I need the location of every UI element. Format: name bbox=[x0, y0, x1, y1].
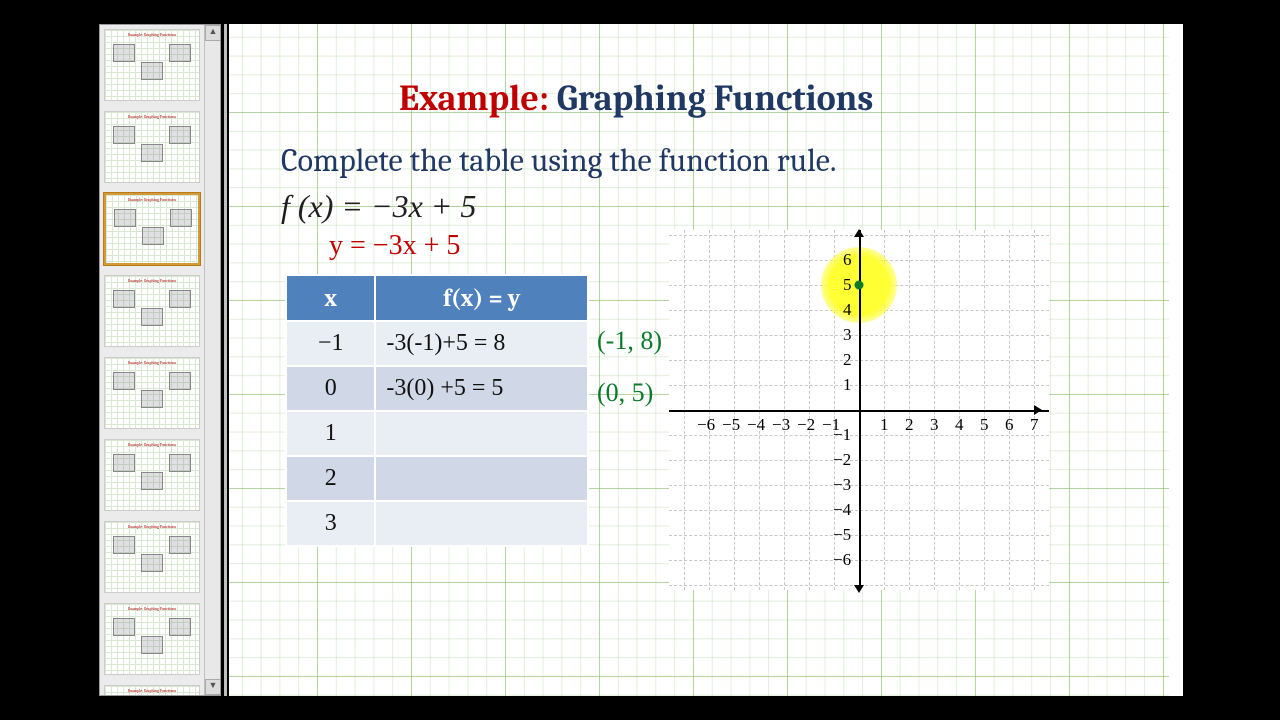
x-tick-label: −2 bbox=[797, 415, 815, 435]
x-tick-label: 3 bbox=[930, 415, 939, 435]
y-tick-label: 2 bbox=[843, 350, 852, 370]
table-row: 0-3(0) +5 = 5 bbox=[286, 366, 588, 411]
plotted-point bbox=[855, 281, 864, 290]
thumbnail-slide[interactable]: Example: Graphing Functions bbox=[104, 357, 200, 429]
table-header-x: x bbox=[286, 275, 375, 321]
thumbnail-slide[interactable]: Example: Graphing Functions bbox=[104, 193, 200, 265]
ordered-pair-1: (0, 5) bbox=[597, 378, 653, 408]
x-tick-label: 5 bbox=[980, 415, 989, 435]
thumbnail-slide[interactable]: Example: Graphing Functions bbox=[104, 111, 200, 183]
thumbnail-slide[interactable]: Example: Graphing Functions bbox=[104, 29, 200, 101]
x-tick-label: 1 bbox=[880, 415, 889, 435]
table-row: −1-3(-1)+5 = 8 bbox=[286, 321, 588, 366]
y-tick-label: 5 bbox=[843, 275, 852, 295]
thumbnail-slide[interactable]: Example: Graphing Functions bbox=[104, 685, 200, 696]
y-tick-label: −5 bbox=[833, 525, 851, 545]
x-tick-label: 4 bbox=[955, 415, 964, 435]
y-tick-label: 4 bbox=[843, 300, 852, 320]
thumbnail-list: Example: Graphing Functions Example: Grap… bbox=[104, 29, 204, 696]
x-tick-label: 2 bbox=[905, 415, 914, 435]
function-rule-text: f (x) = −3x + 5 bbox=[281, 188, 476, 225]
thumbnail-slide[interactable]: Example: Graphing Functions bbox=[104, 603, 200, 675]
y-tick-label: −2 bbox=[833, 450, 851, 470]
scroll-down-button[interactable]: ▼ bbox=[205, 679, 221, 695]
slide-thumbnail-panel: Example: Graphing Functions Example: Grap… bbox=[99, 24, 221, 696]
x-tick-label: −6 bbox=[697, 415, 715, 435]
table-cell-x: 2 bbox=[286, 456, 375, 501]
table-header-fx: f(x) = y bbox=[375, 275, 588, 321]
y-tick-label: 1 bbox=[843, 375, 852, 395]
slide-content: Example: Graphing Functions Complete the… bbox=[229, 24, 1169, 696]
x-tick-label: −4 bbox=[747, 415, 765, 435]
y-tick-label: 6 bbox=[843, 250, 852, 270]
title-main-text: Graphing Functions bbox=[549, 78, 874, 119]
ordered-pair-0: (-1, 8) bbox=[597, 326, 662, 356]
y-tick-label: −1 bbox=[833, 425, 851, 445]
axis-arrow-icon bbox=[1034, 405, 1042, 415]
table-row: 2 bbox=[286, 456, 588, 501]
thumbnail-slide[interactable]: Example: Graphing Functions bbox=[104, 275, 200, 347]
slide-title: Example: Graphing Functions bbox=[399, 78, 873, 119]
pane-divider[interactable] bbox=[224, 24, 227, 696]
thumbnail-slide[interactable]: Example: Graphing Functions bbox=[104, 439, 200, 511]
y-tick-label: −4 bbox=[833, 500, 851, 520]
handwritten-equation: y = −3x + 5 bbox=[329, 230, 460, 262]
table-cell-x: 3 bbox=[286, 501, 375, 546]
axis-arrow-icon bbox=[854, 585, 864, 593]
table-row: 3 bbox=[286, 501, 588, 546]
coordinate-chart: −6−5−4−3−2−11234567123456−1−2−3−4−5−6 bbox=[669, 230, 1049, 590]
x-tick-label: −5 bbox=[722, 415, 740, 435]
main-slide-area: Example: Graphing Functions Complete the… bbox=[229, 24, 1169, 696]
y-tick-label: 3 bbox=[843, 325, 852, 345]
table-cell-x: 1 bbox=[286, 411, 375, 456]
function-value-table: x f(x) = y −1-3(-1)+5 = 80-3(0) +5 = 512… bbox=[285, 274, 589, 547]
table-cell-fx: -3(-1)+5 = 8 bbox=[375, 321, 588, 366]
table-cell-fx bbox=[375, 501, 588, 546]
table-cell-x: 0 bbox=[286, 366, 375, 411]
thumbnail-scrollbar[interactable]: ▲ ▼ bbox=[204, 25, 220, 695]
x-tick-label: 7 bbox=[1030, 415, 1039, 435]
table-cell-fx bbox=[375, 456, 588, 501]
y-tick-label: −3 bbox=[833, 475, 851, 495]
title-example-label: Example: bbox=[399, 78, 549, 119]
thumbnail-slide[interactable]: Example: Graphing Functions bbox=[104, 521, 200, 593]
table-cell-fx bbox=[375, 411, 588, 456]
table-cell-x: −1 bbox=[286, 321, 375, 366]
table-row: 1 bbox=[286, 411, 588, 456]
x-tick-label: 6 bbox=[1005, 415, 1014, 435]
right-gutter bbox=[1169, 24, 1183, 696]
y-tick-label: −6 bbox=[833, 550, 851, 570]
instruction-text: Complete the table using the function ru… bbox=[281, 142, 836, 179]
scroll-up-button[interactable]: ▲ bbox=[205, 25, 221, 41]
table-cell-fx: -3(0) +5 = 5 bbox=[375, 366, 588, 411]
axis-arrow-icon bbox=[854, 229, 864, 237]
x-tick-label: −3 bbox=[772, 415, 790, 435]
